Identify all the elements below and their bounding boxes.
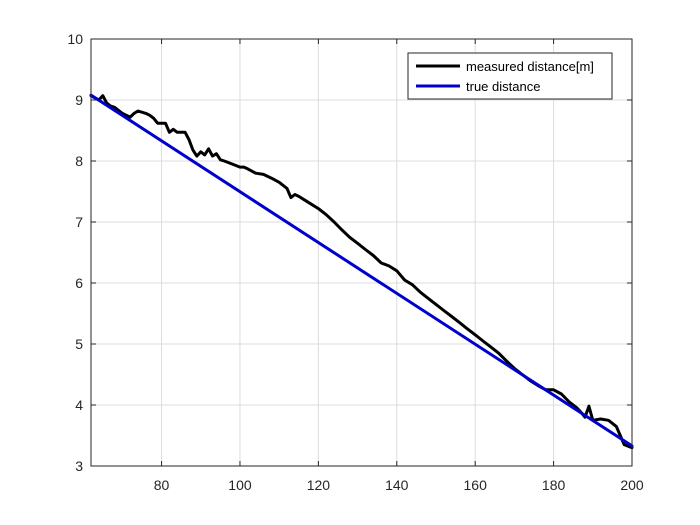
x-tick-label: 140 [385, 477, 409, 493]
plot-frame [90, 38, 633, 467]
y-tick-label: 8 [75, 153, 83, 169]
y-tick-label: 4 [75, 397, 83, 413]
legend-box [407, 52, 613, 100]
y-tick-label: 3 [75, 458, 83, 474]
y-tick-label: 9 [75, 92, 83, 108]
legend: measured distance[m] true distance [407, 52, 613, 100]
x-tick-label: 180 [542, 477, 566, 493]
y-tick-label: 6 [75, 275, 83, 291]
grid [91, 38, 633, 467]
legend-label: true distance [466, 79, 540, 94]
x-tick-label: 200 [620, 477, 644, 493]
plot-area [91, 39, 632, 466]
y-tick-label: 5 [75, 336, 83, 352]
series-layer [89, 93, 634, 450]
legend-label: measured distance[m] [466, 59, 594, 74]
axis-ticks: 80 100 120 140 160 180 200 3 4 5 6 7 8 9 10 [67, 31, 643, 493]
x-tick-label: 120 [307, 477, 331, 493]
y-tick-label: 7 [75, 214, 83, 230]
y-tick-label: 10 [67, 31, 83, 47]
series-line-true [89, 93, 634, 448]
x-tick-label: 80 [154, 477, 170, 493]
x-tick-label: 100 [228, 477, 252, 493]
x-tick-label: 160 [464, 477, 488, 493]
